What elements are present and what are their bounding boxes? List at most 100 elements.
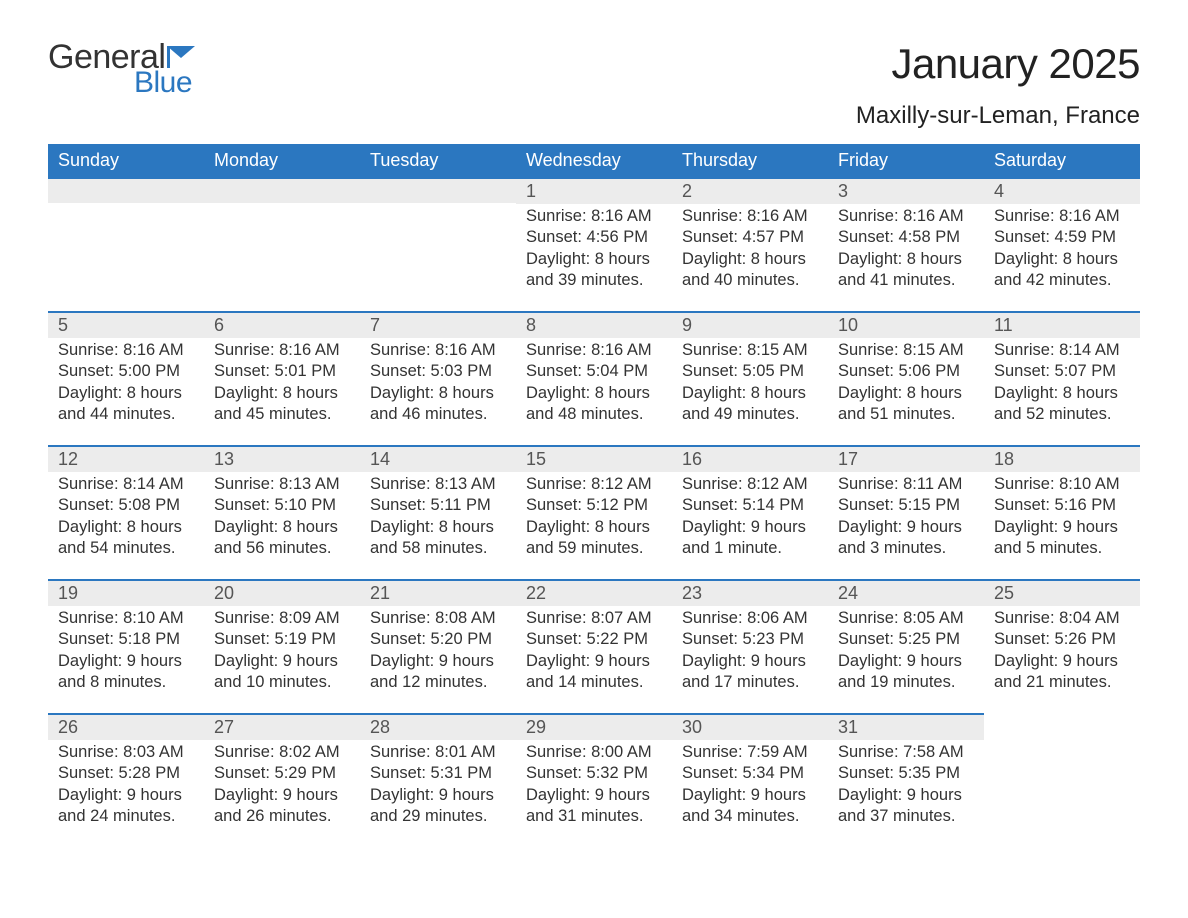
day-number: 2	[672, 177, 828, 204]
sunrise-text: Sunrise: 8:15 AM	[682, 340, 818, 361]
sunset-text: Sunset: 5:28 PM	[58, 763, 194, 784]
daylight-text: Daylight: 8 hours and 58 minutes.	[370, 517, 506, 560]
calendar-cell	[204, 177, 360, 311]
sunset-text: Sunset: 5:20 PM	[370, 629, 506, 650]
sunset-text: Sunset: 5:07 PM	[994, 361, 1130, 382]
sunset-text: Sunset: 5:08 PM	[58, 495, 194, 516]
day-number: 31	[828, 713, 984, 740]
day-header: Sunday	[48, 144, 204, 177]
calendar-cell: 6Sunrise: 8:16 AMSunset: 5:01 PMDaylight…	[204, 311, 360, 445]
daylight-text: Daylight: 8 hours and 42 minutes.	[994, 249, 1130, 292]
day-body: Sunrise: 8:15 AMSunset: 5:06 PMDaylight:…	[828, 338, 984, 432]
sunrise-text: Sunrise: 8:05 AM	[838, 608, 974, 629]
daylight-text: Daylight: 9 hours and 29 minutes.	[370, 785, 506, 828]
sunrise-text: Sunrise: 8:11 AM	[838, 474, 974, 495]
sunrise-text: Sunrise: 8:16 AM	[214, 340, 350, 361]
day-body: Sunrise: 8:00 AMSunset: 5:32 PMDaylight:…	[516, 740, 672, 834]
day-body: Sunrise: 8:16 AMSunset: 4:57 PMDaylight:…	[672, 204, 828, 298]
day-body: Sunrise: 8:03 AMSunset: 5:28 PMDaylight:…	[48, 740, 204, 834]
calendar-cell: 20Sunrise: 8:09 AMSunset: 5:19 PMDayligh…	[204, 579, 360, 713]
day-header: Thursday	[672, 144, 828, 177]
day-body: Sunrise: 8:12 AMSunset: 5:12 PMDaylight:…	[516, 472, 672, 566]
calendar-week-row: 26Sunrise: 8:03 AMSunset: 5:28 PMDayligh…	[48, 713, 1140, 847]
day-number: 6	[204, 311, 360, 338]
daylight-text: Daylight: 8 hours and 52 minutes.	[994, 383, 1130, 426]
calendar-head: Sunday Monday Tuesday Wednesday Thursday…	[48, 144, 1140, 177]
sunset-text: Sunset: 5:15 PM	[838, 495, 974, 516]
day-body: Sunrise: 8:11 AMSunset: 5:15 PMDaylight:…	[828, 472, 984, 566]
daylight-text: Daylight: 9 hours and 10 minutes.	[214, 651, 350, 694]
daylight-text: Daylight: 8 hours and 48 minutes.	[526, 383, 662, 426]
day-number: 29	[516, 713, 672, 740]
sunrise-text: Sunrise: 7:58 AM	[838, 742, 974, 763]
sunrise-text: Sunrise: 8:02 AM	[214, 742, 350, 763]
day-number: 19	[48, 579, 204, 606]
calendar-cell: 27Sunrise: 8:02 AMSunset: 5:29 PMDayligh…	[204, 713, 360, 847]
month-title: January 2025	[856, 40, 1140, 88]
day-body: Sunrise: 7:58 AMSunset: 5:35 PMDaylight:…	[828, 740, 984, 834]
day-number: 25	[984, 579, 1140, 606]
sunrise-text: Sunrise: 8:13 AM	[370, 474, 506, 495]
sunset-text: Sunset: 5:18 PM	[58, 629, 194, 650]
sunrise-text: Sunrise: 8:06 AM	[682, 608, 818, 629]
day-body: Sunrise: 8:05 AMSunset: 5:25 PMDaylight:…	[828, 606, 984, 700]
sunset-text: Sunset: 4:59 PM	[994, 227, 1130, 248]
calendar-cell: 26Sunrise: 8:03 AMSunset: 5:28 PMDayligh…	[48, 713, 204, 847]
daylight-text: Daylight: 9 hours and 37 minutes.	[838, 785, 974, 828]
daylight-text: Daylight: 9 hours and 14 minutes.	[526, 651, 662, 694]
daylight-text: Daylight: 8 hours and 59 minutes.	[526, 517, 662, 560]
day-body: Sunrise: 8:13 AMSunset: 5:10 PMDaylight:…	[204, 472, 360, 566]
calendar-cell: 30Sunrise: 7:59 AMSunset: 5:34 PMDayligh…	[672, 713, 828, 847]
calendar-cell: 10Sunrise: 8:15 AMSunset: 5:06 PMDayligh…	[828, 311, 984, 445]
day-body: Sunrise: 8:16 AMSunset: 4:56 PMDaylight:…	[516, 204, 672, 298]
day-header: Saturday	[984, 144, 1140, 177]
day-header: Friday	[828, 144, 984, 177]
day-number: 14	[360, 445, 516, 472]
sunset-text: Sunset: 5:31 PM	[370, 763, 506, 784]
day-number: 7	[360, 311, 516, 338]
day-header: Wednesday	[516, 144, 672, 177]
sunrise-text: Sunrise: 8:16 AM	[682, 206, 818, 227]
day-body: Sunrise: 8:01 AMSunset: 5:31 PMDaylight:…	[360, 740, 516, 834]
calendar-cell: 19Sunrise: 8:10 AMSunset: 5:18 PMDayligh…	[48, 579, 204, 713]
sunrise-text: Sunrise: 8:16 AM	[994, 206, 1130, 227]
day-number: 11	[984, 311, 1140, 338]
day-number: 28	[360, 713, 516, 740]
daylight-text: Daylight: 9 hours and 3 minutes.	[838, 517, 974, 560]
sunrise-text: Sunrise: 8:15 AM	[838, 340, 974, 361]
calendar-cell: 23Sunrise: 8:06 AMSunset: 5:23 PMDayligh…	[672, 579, 828, 713]
sunset-text: Sunset: 5:10 PM	[214, 495, 350, 516]
sunrise-text: Sunrise: 8:09 AM	[214, 608, 350, 629]
calendar-cell: 14Sunrise: 8:13 AMSunset: 5:11 PMDayligh…	[360, 445, 516, 579]
day-body: Sunrise: 8:16 AMSunset: 5:04 PMDaylight:…	[516, 338, 672, 432]
day-number: 24	[828, 579, 984, 606]
daylight-text: Daylight: 8 hours and 41 minutes.	[838, 249, 974, 292]
sunset-text: Sunset: 5:03 PM	[370, 361, 506, 382]
calendar-cell: 8Sunrise: 8:16 AMSunset: 5:04 PMDaylight…	[516, 311, 672, 445]
sunset-text: Sunset: 5:14 PM	[682, 495, 818, 516]
daylight-text: Daylight: 9 hours and 19 minutes.	[838, 651, 974, 694]
calendar-cell: 2Sunrise: 8:16 AMSunset: 4:57 PMDaylight…	[672, 177, 828, 311]
calendar-cell: 13Sunrise: 8:13 AMSunset: 5:10 PMDayligh…	[204, 445, 360, 579]
day-number: 5	[48, 311, 204, 338]
day-body: Sunrise: 8:14 AMSunset: 5:08 PMDaylight:…	[48, 472, 204, 566]
calendar-week-row: 12Sunrise: 8:14 AMSunset: 5:08 PMDayligh…	[48, 445, 1140, 579]
day-number: 26	[48, 713, 204, 740]
sunrise-text: Sunrise: 8:10 AM	[58, 608, 194, 629]
sunrise-text: Sunrise: 8:10 AM	[994, 474, 1130, 495]
sunset-text: Sunset: 5:32 PM	[526, 763, 662, 784]
day-number: 17	[828, 445, 984, 472]
day-body: Sunrise: 8:16 AMSunset: 5:03 PMDaylight:…	[360, 338, 516, 432]
calendar-week-row: 1Sunrise: 8:16 AMSunset: 4:56 PMDaylight…	[48, 177, 1140, 311]
day-body: Sunrise: 8:16 AMSunset: 5:00 PMDaylight:…	[48, 338, 204, 432]
day-body: Sunrise: 7:59 AMSunset: 5:34 PMDaylight:…	[672, 740, 828, 834]
day-number: 12	[48, 445, 204, 472]
day-body: Sunrise: 8:04 AMSunset: 5:26 PMDaylight:…	[984, 606, 1140, 700]
logo-text-blue: Blue	[134, 68, 201, 98]
calendar-cell: 5Sunrise: 8:16 AMSunset: 5:00 PMDaylight…	[48, 311, 204, 445]
calendar-cell: 25Sunrise: 8:04 AMSunset: 5:26 PMDayligh…	[984, 579, 1140, 713]
daylight-text: Daylight: 9 hours and 8 minutes.	[58, 651, 194, 694]
sunset-text: Sunset: 5:34 PM	[682, 763, 818, 784]
day-number: 4	[984, 177, 1140, 204]
day-number: 9	[672, 311, 828, 338]
